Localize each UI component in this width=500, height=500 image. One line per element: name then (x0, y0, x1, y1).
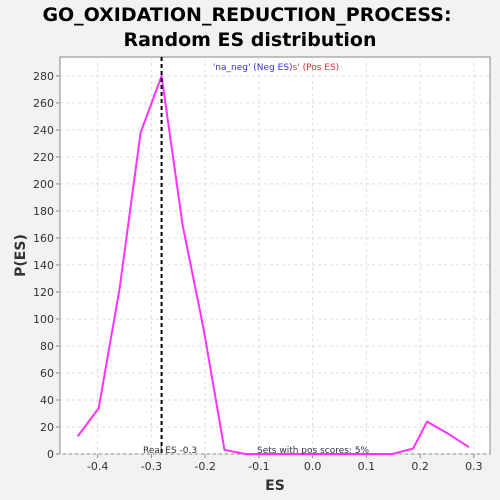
x-tick-label: -0.4 (87, 460, 108, 473)
legend-pos-label: s' (Pos ES) (293, 63, 340, 73)
chart-title-line-1: GO_OXIDATION_REDUCTION_PROCESS: (42, 4, 451, 26)
y-tick-label: 120 (33, 286, 54, 299)
x-tick-label: -0.1 (248, 460, 269, 473)
real-es-label: Real ES -0.3 (143, 446, 197, 456)
y-tick-label: 80 (40, 340, 54, 353)
x-tick-label: -0.3 (141, 460, 162, 473)
y-tick-label: 220 (33, 151, 54, 164)
legend: 'na_neg' (Neg ES)s' (Pos ES) (213, 63, 339, 73)
pos-scores-label: Sets with pos scores: 5% (257, 446, 370, 456)
y-tick-label: 260 (33, 97, 54, 110)
y-tick-label: 40 (40, 394, 54, 407)
x-tick-label: 0.1 (358, 460, 376, 473)
y-tick-label: 0 (47, 448, 54, 461)
chart-title-line-2: Random ES distribution (123, 29, 376, 51)
x-axis-label: ES (265, 478, 285, 494)
y-tick-label: 140 (33, 259, 54, 272)
x-tick-label: -0.2 (194, 460, 215, 473)
y-tick-label: 240 (33, 124, 54, 137)
y-tick-label: 100 (33, 313, 54, 326)
y-tick-label: 20 (40, 421, 54, 434)
y-tick-label: 160 (33, 232, 54, 245)
x-tick-label: 0.0 (304, 460, 322, 473)
x-tick-label: 0.3 (465, 460, 483, 473)
y-tick-label: 280 (33, 70, 54, 83)
x-tick-label: 0.2 (411, 460, 429, 473)
y-axis-label: P(ES) (13, 234, 29, 277)
y-tick-label: 200 (33, 178, 54, 191)
y-tick-label: 60 (40, 367, 54, 380)
y-tick-label: 180 (33, 205, 54, 218)
legend-neg-label: 'na_neg' (Neg ES) (213, 63, 293, 73)
